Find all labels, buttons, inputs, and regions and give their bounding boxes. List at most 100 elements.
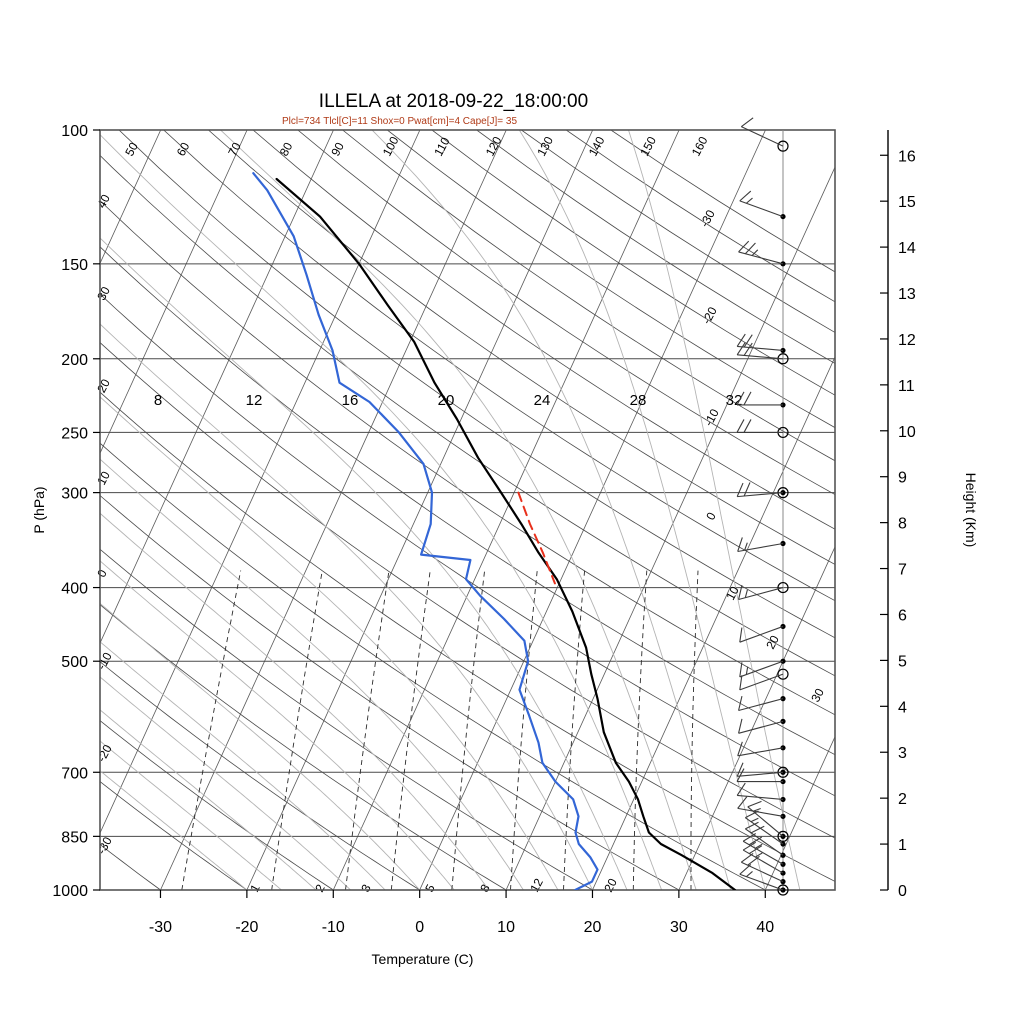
dry-adiabat-line xyxy=(431,130,835,396)
barb-shaft xyxy=(745,817,784,845)
barb-half-flag xyxy=(745,197,753,204)
mixing-ratio-line xyxy=(451,570,486,890)
profile-curves xyxy=(252,172,737,890)
moist-adiabat-line xyxy=(371,130,732,890)
isotherm-line xyxy=(246,130,594,890)
wind-barb xyxy=(739,658,786,678)
moist-adiabat-line xyxy=(628,130,801,890)
pressure-tick-label: 300 xyxy=(61,486,88,503)
barb-shaft xyxy=(737,771,784,777)
dry-adiabat-line xyxy=(100,604,507,890)
height-tick-label: 13 xyxy=(898,286,916,303)
isotherm-line xyxy=(419,130,766,890)
temperature-tick-label: 40 xyxy=(756,919,774,936)
barb-circle-marker xyxy=(777,830,789,842)
mixing-ratio-label: 12 xyxy=(527,876,546,895)
barb-shaft xyxy=(738,251,784,265)
wind-barb xyxy=(739,668,789,691)
barb-shaft xyxy=(745,828,784,856)
barb-full-flag xyxy=(743,342,753,356)
pressure-tick-label: 500 xyxy=(61,654,88,671)
height-tick-label: 2 xyxy=(898,791,907,808)
barb-full-flag xyxy=(745,821,759,830)
barb-shaft xyxy=(739,873,784,891)
dry-adiabat-label: 90 xyxy=(328,140,347,159)
isotherm-label-right: -10 xyxy=(701,406,722,428)
height-tick-label: 11 xyxy=(898,378,915,395)
pressure-tick-label: 400 xyxy=(61,581,88,598)
barb-shaft xyxy=(737,345,784,351)
barb-shaft xyxy=(737,354,784,360)
wind-barb xyxy=(736,419,789,439)
barb-shaft xyxy=(741,861,784,883)
barb-full-flag xyxy=(739,675,743,690)
dry-adiabat-line xyxy=(476,130,835,364)
dry-adiabat-line xyxy=(100,342,835,839)
dry-adiabat-label: 130 xyxy=(534,134,556,159)
temperature-tick-label: 30 xyxy=(670,919,688,936)
barb-shaft xyxy=(737,492,784,498)
dry-adiabat-label-left: 30 xyxy=(94,284,113,303)
temperature-axis-label: Temperature (C) xyxy=(372,951,474,967)
grid-labels: 50 60 70 80 90 100 110 120 130 140 150 160403020100… xyxy=(94,134,827,895)
moist-adiabat-label: 8 xyxy=(154,392,162,409)
barb-full-flag xyxy=(748,845,763,855)
isotherm-line xyxy=(764,735,835,890)
barb-circle-marker xyxy=(777,668,789,680)
temperature-tick-label: 10 xyxy=(497,919,515,936)
barb-shaft xyxy=(742,849,784,874)
temperature-tick-label: 20 xyxy=(584,919,602,936)
dry-adiabat-label: 80 xyxy=(277,140,296,159)
barb-shaft xyxy=(739,660,784,678)
wind-barb xyxy=(745,810,786,847)
barb-full-flag xyxy=(738,718,743,734)
moist-adiabat-line xyxy=(100,740,282,890)
barb-full-flag xyxy=(743,482,751,497)
barb-full-flag xyxy=(743,419,752,433)
barb-shaft xyxy=(737,542,784,553)
dry-adiabat-line xyxy=(118,130,835,639)
dry-adiabat-label: 60 xyxy=(174,140,193,159)
moist-adiabat-label: 24 xyxy=(534,392,551,409)
barb-full-flag xyxy=(742,841,757,851)
height-axis-label: Height (Km) xyxy=(963,473,979,548)
wind-barb xyxy=(737,537,786,553)
frame-rect xyxy=(99,129,836,891)
pressure-tick-label: 150 xyxy=(61,257,88,274)
mixing-ratio-label: 2 xyxy=(312,882,328,895)
barb-full-flag xyxy=(743,334,753,348)
wind-barb xyxy=(738,240,786,267)
page-title: ILLELA at 2018-09-22_18:00:00 xyxy=(319,91,588,112)
mixing-ratio-line xyxy=(345,570,390,890)
plot-frame xyxy=(99,129,836,891)
dry-adiabat-line xyxy=(100,154,835,677)
dry-adiabat-label: 70 xyxy=(225,140,244,159)
dry-adiabat-label-left: 10 xyxy=(94,469,113,488)
barb-shaft xyxy=(739,625,784,643)
barb-full-flag xyxy=(748,836,763,846)
isotherm-line xyxy=(938,130,1024,890)
barb-dot-marker xyxy=(780,879,786,885)
dry-adiabat-label: 160 xyxy=(689,134,711,159)
isotherm-line xyxy=(592,356,835,890)
isotherm-line xyxy=(100,130,162,265)
isotherm-line xyxy=(852,130,1024,890)
wind-barb xyxy=(739,623,786,643)
dry-adiabat-label: 120 xyxy=(483,134,505,159)
moist-adiabat-line xyxy=(100,134,663,890)
dry-adiabat-line xyxy=(521,130,835,333)
wind-barb xyxy=(739,190,786,220)
mixing-ratio-line xyxy=(390,570,431,890)
wind-barb xyxy=(738,581,789,601)
dry-adiabat-label: 150 xyxy=(637,134,659,159)
barb-shaft xyxy=(738,587,784,601)
moist-adiabat-label: 12 xyxy=(246,392,263,409)
dry-adiabat-label-left: 20 xyxy=(94,376,113,395)
height-tick-label: 7 xyxy=(898,562,907,579)
barb-full-flag xyxy=(738,240,750,253)
barb-shaft xyxy=(737,794,784,800)
height-tick-label: 9 xyxy=(898,470,907,487)
pressure-tick-label: 250 xyxy=(61,425,88,442)
